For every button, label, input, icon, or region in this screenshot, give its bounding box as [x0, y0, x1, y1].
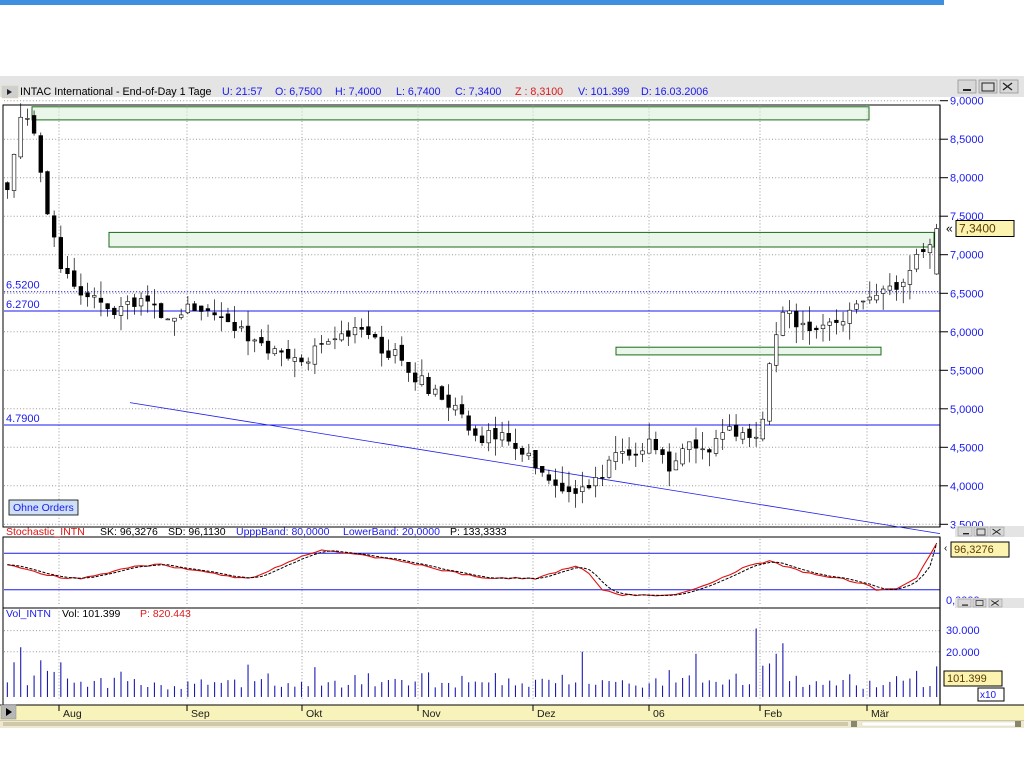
svg-text:D: 16.03.2006: D: 16.03.2006: [641, 86, 708, 98]
svg-text:20.000: 20.000: [946, 647, 980, 659]
svg-text:V: 101.399: V: 101.399: [578, 86, 629, 98]
svg-text:7,3400: 7,3400: [959, 222, 996, 236]
svg-text:Nov: Nov: [422, 708, 441, 720]
svg-text:Ohne Orders: Ohne Orders: [13, 502, 74, 514]
svg-text:LowerBand: 20,0000: LowerBand: 20,0000: [343, 526, 440, 538]
svg-text:8,0000: 8,0000: [950, 173, 984, 185]
svg-text:6.2700: 6.2700: [6, 299, 40, 311]
svg-text:30.000: 30.000: [946, 625, 980, 637]
svg-text:INTAC International - End-of-D: INTAC International - End-of-Day 1 Tage: [20, 86, 212, 98]
svg-text:Dez: Dez: [537, 708, 556, 720]
svg-text:Stochastic_INTN: Stochastic_INTN: [6, 526, 85, 538]
svg-text:P: 133,3333: P: 133,3333: [450, 526, 507, 538]
svg-text:6,0000: 6,0000: [950, 327, 984, 339]
svg-text:Z : 8,3100: Z : 8,3100: [515, 86, 563, 98]
svg-text:Feb: Feb: [764, 708, 782, 720]
svg-text:O: 6,7500: O: 6,7500: [275, 86, 322, 98]
svg-text:U: 21:57: U: 21:57: [222, 86, 262, 98]
svg-text:7,0000: 7,0000: [950, 250, 984, 262]
svg-text:96,3276: 96,3276: [954, 544, 994, 556]
svg-text:Mär: Mär: [871, 708, 890, 720]
svg-text:5,5000: 5,5000: [950, 365, 984, 377]
svg-text:6,5000: 6,5000: [950, 288, 984, 300]
svg-text:5,0000: 5,0000: [950, 404, 984, 416]
svg-text:9,0000: 9,0000: [950, 96, 984, 108]
svg-text:101.399: 101.399: [947, 673, 987, 685]
svg-text:Vol: 101.399: Vol: 101.399: [62, 608, 121, 620]
svg-text:Aug: Aug: [63, 708, 82, 720]
svg-text:Sep: Sep: [191, 708, 210, 720]
svg-text:8,5000: 8,5000: [950, 134, 984, 146]
svg-text:H: 7,4000: H: 7,4000: [335, 86, 381, 98]
svg-text:SD: 96,1130: SD: 96,1130: [168, 526, 226, 538]
svg-text:4.7900: 4.7900: [6, 413, 40, 425]
svg-text:C: 7,3400: C: 7,3400: [455, 86, 501, 98]
svg-text:06: 06: [653, 708, 665, 720]
svg-text:Vol_INTN: Vol_INTN: [6, 608, 51, 620]
svg-text:L: 6,7400: L: 6,7400: [396, 86, 441, 98]
svg-text:x10: x10: [980, 690, 997, 701]
svg-text:UpppBand: 80,0000: UpppBand: 80,0000: [236, 526, 330, 538]
svg-text:4,0000: 4,0000: [950, 481, 984, 493]
svg-text:«: «: [946, 222, 953, 236]
svg-text:SK: 96,3276: SK: 96,3276: [100, 526, 158, 538]
svg-text:6.5200: 6.5200: [6, 280, 40, 292]
svg-text:‹: ‹: [944, 543, 947, 554]
svg-text:Okt: Okt: [306, 708, 322, 720]
svg-text:4,5000: 4,5000: [950, 442, 984, 454]
svg-text:P: 820.443: P: 820.443: [140, 608, 191, 620]
